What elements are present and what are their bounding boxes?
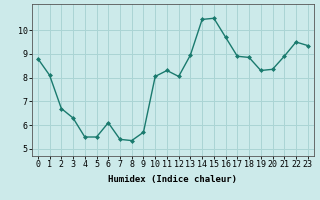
X-axis label: Humidex (Indice chaleur): Humidex (Indice chaleur) bbox=[108, 175, 237, 184]
